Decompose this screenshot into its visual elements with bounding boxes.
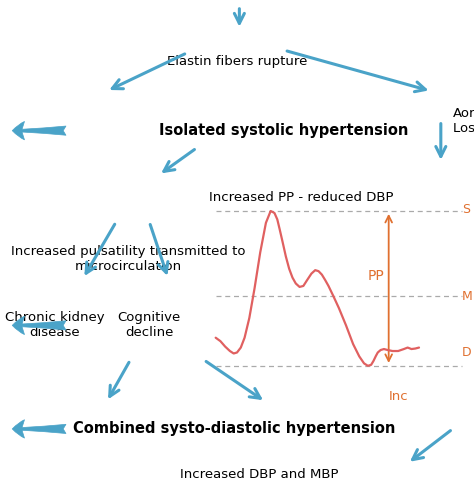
Text: Elastin fibers rupture: Elastin fibers rupture — [167, 55, 307, 68]
Text: D: D — [462, 346, 472, 359]
Text: Cognitive
decline: Cognitive decline — [118, 312, 181, 339]
Text: Increased pulsatility transmitted to
microcirculation: Increased pulsatility transmitted to mic… — [11, 245, 245, 273]
Text: Isolated systolic hypertension: Isolated systolic hypertension — [159, 123, 408, 138]
Text: Increased PP - reduced DBP: Increased PP - reduced DBP — [209, 191, 393, 204]
Text: PP: PP — [367, 269, 384, 283]
Text: Aort
Loss of cu: Aort Loss of cu — [453, 107, 474, 135]
Text: Increased DBP and MBP: Increased DBP and MBP — [180, 468, 338, 481]
Text: S: S — [462, 203, 470, 216]
Text: M: M — [462, 290, 473, 303]
Text: Combined systo-diastolic hypertension: Combined systo-diastolic hypertension — [73, 422, 396, 436]
Text: Chronic kidney
disease: Chronic kidney disease — [5, 312, 104, 339]
Text: Inc: Inc — [389, 390, 408, 403]
